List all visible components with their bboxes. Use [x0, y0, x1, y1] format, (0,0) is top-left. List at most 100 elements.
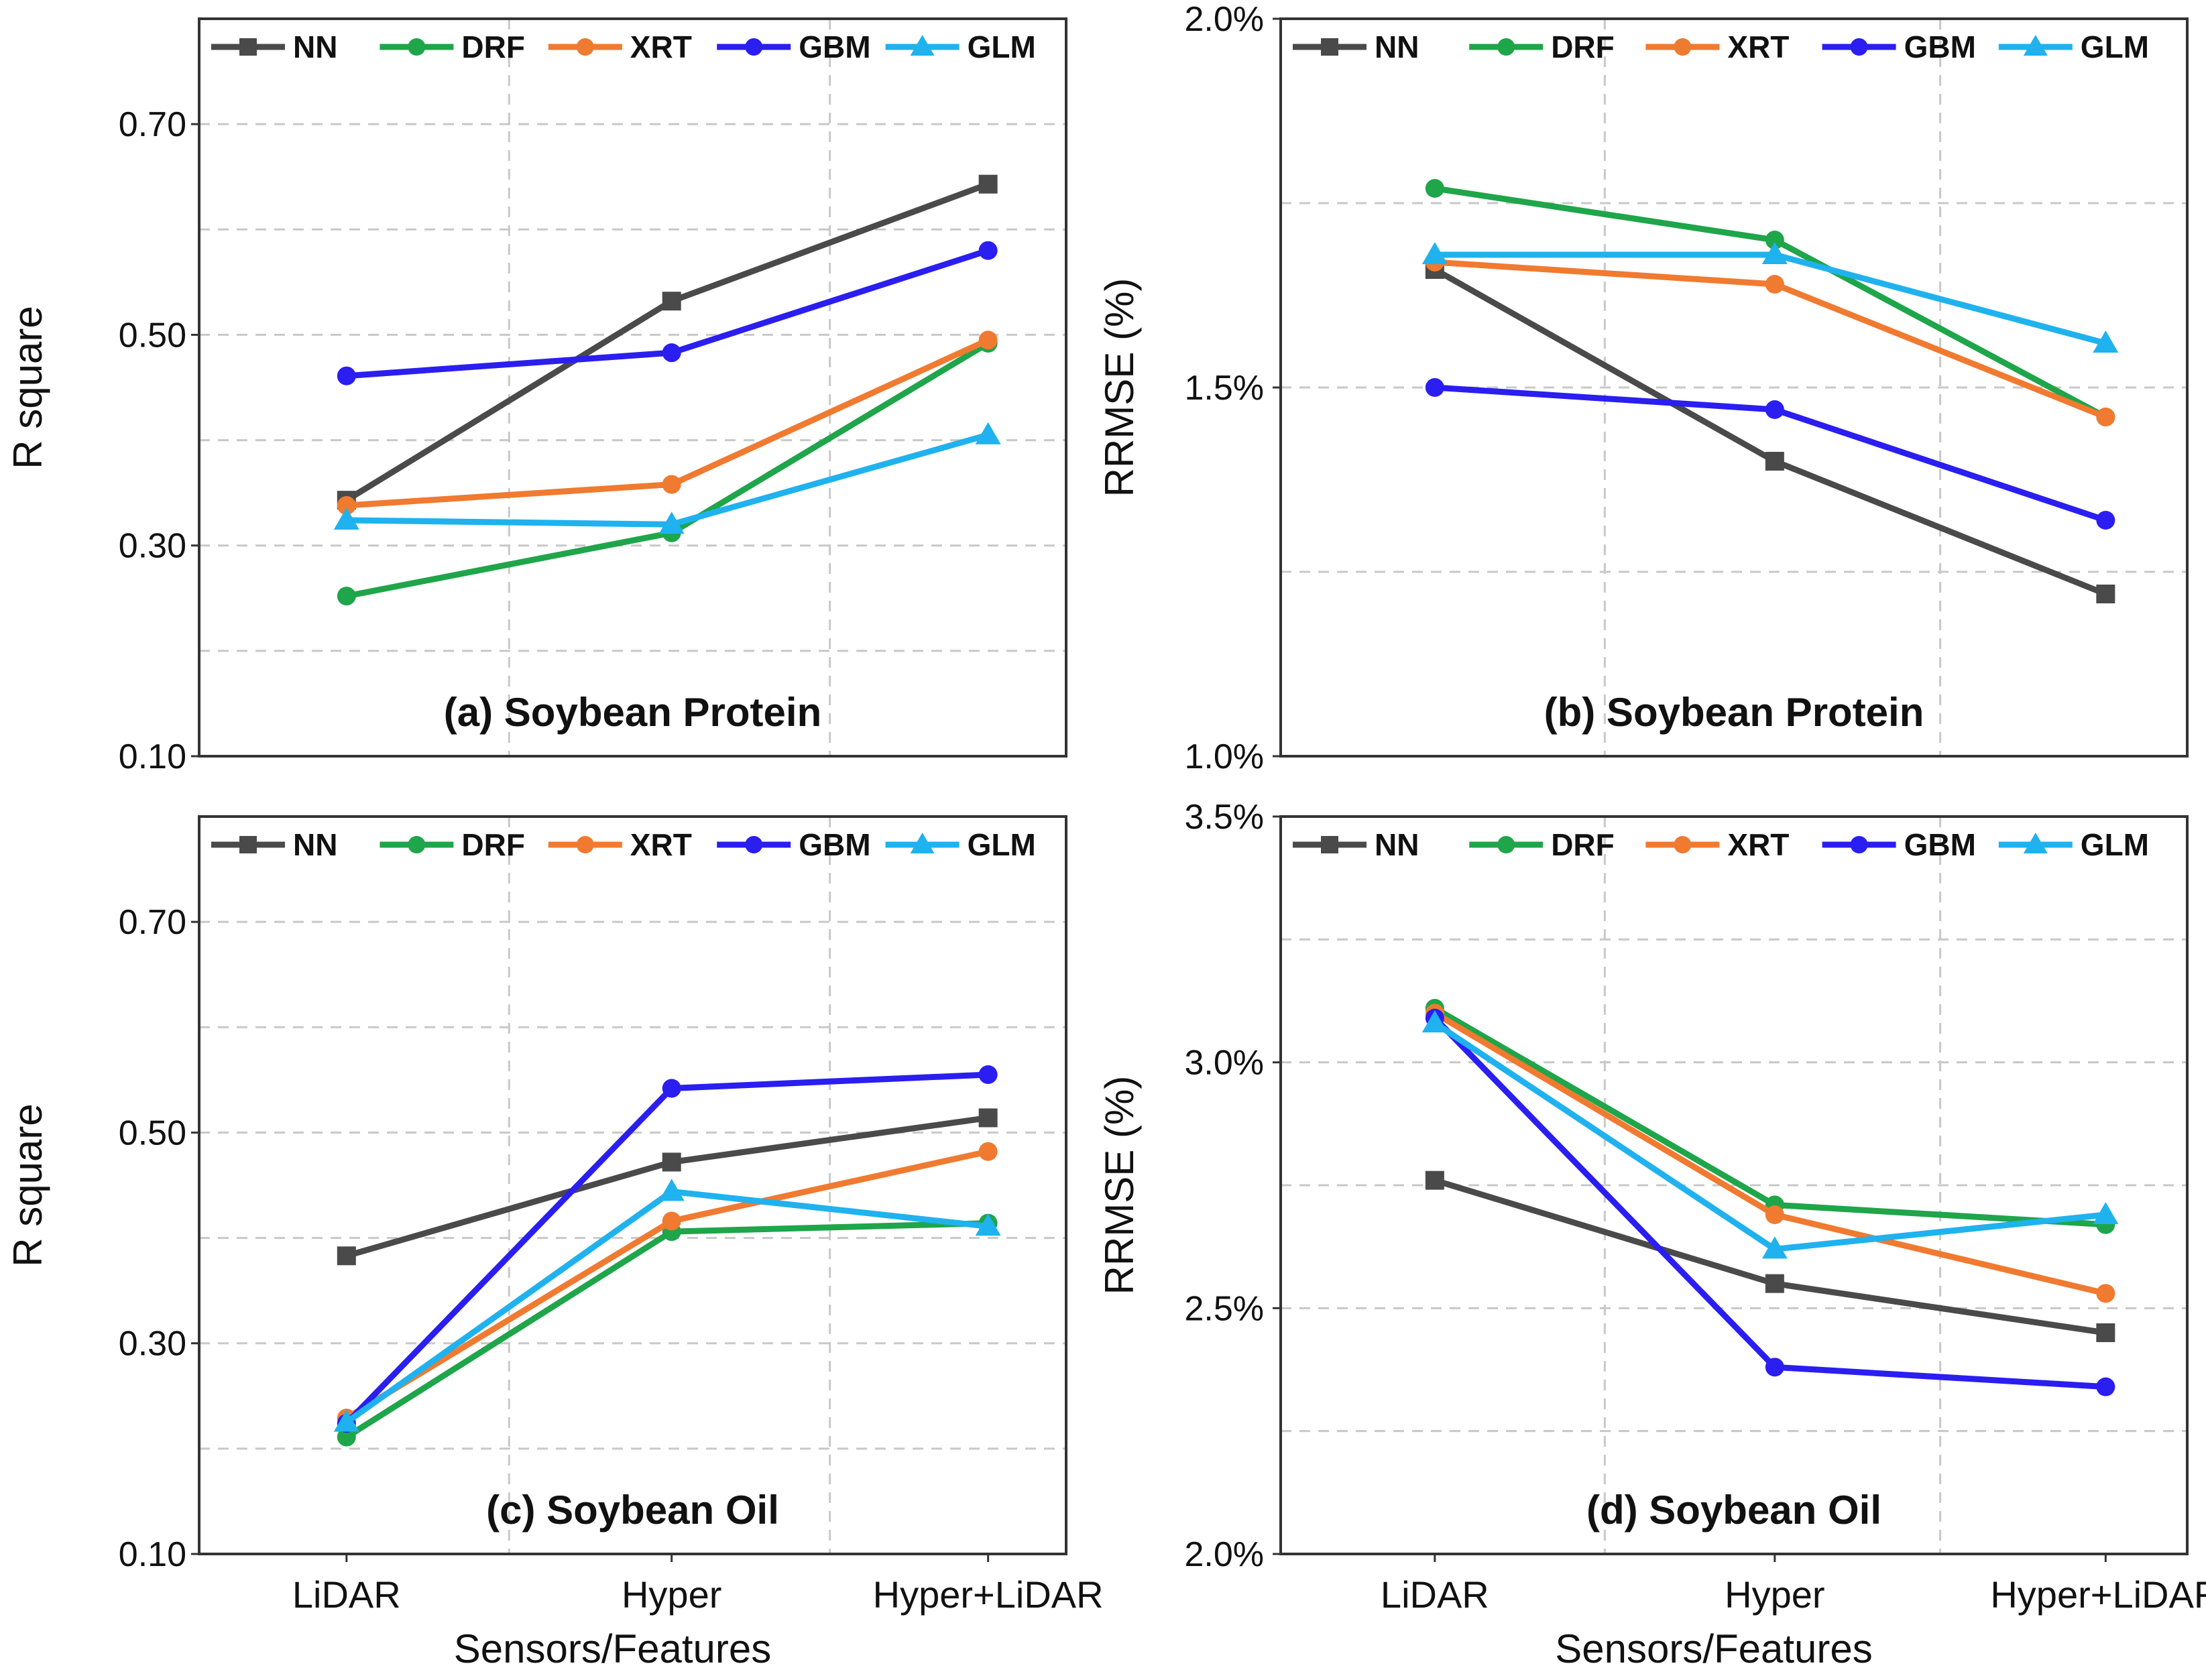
- data-point-nn: [978, 174, 998, 194]
- legend-marker: [239, 836, 257, 853]
- legend-label: DRF: [1551, 827, 1615, 862]
- data-point-xrt: [662, 475, 681, 494]
- data-point-xrt: [978, 1142, 998, 1161]
- data-point-drf: [1765, 231, 1784, 249]
- legend-marker: [1674, 836, 1692, 853]
- legend-label: XRT: [630, 827, 692, 862]
- data-point-nn: [337, 1246, 356, 1266]
- data-point-gbm: [1765, 400, 1784, 419]
- data-point-gbm: [1425, 378, 1444, 397]
- data-point-glm: [1421, 1010, 1448, 1032]
- series-line-drf: [345, 1220, 988, 1440]
- y-tick-label: 0.70: [119, 105, 186, 144]
- data-point-glm: [658, 512, 685, 534]
- y-axis-title: R square: [5, 306, 50, 469]
- legend-label: GBM: [1904, 29, 1976, 64]
- data-point-nn: [2096, 1323, 2115, 1342]
- legend-marker: [1497, 38, 1515, 56]
- legend-label: GBM: [799, 29, 870, 64]
- data-point-drf: [337, 1427, 356, 1447]
- data-point-drf: [1425, 179, 1444, 198]
- y-tick-label: 0.30: [119, 1325, 186, 1364]
- y-tick-label: 0.10: [119, 1535, 186, 1574]
- data-point-glm: [975, 422, 1001, 444]
- legend-marker: [1497, 836, 1515, 853]
- legend-marker: [576, 38, 594, 56]
- data-point-xrt: [1765, 275, 1784, 294]
- legend-label: NN: [1375, 827, 1419, 862]
- data-point-glm: [333, 507, 359, 530]
- legend-marker: [2023, 35, 2048, 56]
- x-axis-title: Sensors/Features: [454, 1626, 772, 1671]
- y-tick-label: 1.5%: [1184, 369, 1264, 408]
- legend-marker: [745, 38, 763, 56]
- x-category-label: Hyper: [1725, 1573, 1824, 1616]
- x-category-label: LiDAR: [1381, 1573, 1489, 1616]
- legend: NN DRF XRT GBM GLM: [1293, 827, 2149, 862]
- data-point-nn: [2096, 585, 2115, 603]
- data-point-xrt: [1765, 1205, 1784, 1224]
- legend-marker: [910, 833, 935, 853]
- y-axis-title: RRMSE (%): [1097, 278, 1142, 497]
- legend-label: XRT: [1727, 29, 1789, 64]
- data-point-xrt: [337, 496, 356, 515]
- legend-label: DRF: [461, 827, 525, 862]
- chart-panel-4: 2.0% 2.5% 3.0% 3.5% RRMSE (%) NN DRF XRT GBM GLM (…: [1097, 798, 2206, 1671]
- y-tick-label: 0.70: [119, 903, 186, 942]
- legend-label: DRF: [461, 29, 525, 64]
- data-point-glm: [2093, 1202, 2119, 1224]
- data-point-glm: [1761, 1236, 1788, 1259]
- legend-label: GBM: [799, 827, 870, 862]
- panel-title: (d) Soybean Oil: [1586, 1488, 1881, 1533]
- data-point-xrt: [2096, 1284, 2115, 1303]
- chart-panel-2: 1.0% 1.5% 2.0% RRMSE (%) NN DRF XRT GBM GLM (b) S…: [1097, 0, 2189, 776]
- chart-panel-3: 0.10 0.30 0.50 0.70 R square NN DRF XRT GBM GLM (c…: [5, 815, 1104, 1671]
- data-point-gbm: [978, 1065, 998, 1084]
- data-point-nn: [662, 292, 681, 311]
- x-category-label: Hyper+LiDAR: [873, 1573, 1104, 1616]
- legend-marker: [408, 836, 426, 853]
- data-point-glm: [333, 1409, 359, 1432]
- data-point-gbm: [337, 366, 356, 385]
- legend-label: DRF: [1551, 29, 1615, 64]
- legend-marker: [910, 35, 935, 56]
- legend-marker: [239, 38, 257, 56]
- legend-marker: [1321, 38, 1338, 56]
- legend-label: XRT: [630, 29, 692, 64]
- y-tick-label: 2.0%: [1184, 0, 1264, 39]
- data-point-drf: [337, 587, 356, 606]
- y-tick-label: 0.10: [119, 737, 186, 776]
- x-category-label: Hyper+LiDAR: [1990, 1573, 2206, 1616]
- legend-marker: [1850, 836, 1868, 853]
- panel-title: (a) Soybean Protein: [444, 690, 821, 735]
- legend-marker: [745, 836, 763, 853]
- data-point-xrt: [662, 1211, 681, 1231]
- data-point-gbm: [662, 343, 681, 363]
- data-point-glm: [2093, 331, 2119, 353]
- legend-label: GLM: [968, 827, 1036, 862]
- legend-marker: [576, 836, 594, 853]
- data-point-nn: [978, 1108, 998, 1128]
- x-category-label: LiDAR: [292, 1573, 401, 1616]
- plot-frame: [198, 17, 1067, 758]
- y-tick-label: 0.50: [119, 316, 186, 355]
- data-point-nn: [1765, 1274, 1784, 1293]
- y-tick-label: 2.0%: [1184, 1535, 1264, 1574]
- series-line-drf: [1433, 1006, 2106, 1228]
- legend-label: NN: [1375, 29, 1419, 64]
- y-axis-title: RRMSE (%): [1097, 1076, 1142, 1295]
- y-tick-label: 0.50: [119, 1114, 186, 1152]
- data-point-gbm: [2096, 511, 2115, 530]
- legend: NN DRF XRT GBM GLM: [211, 29, 1036, 64]
- chart-panel-1: 0.10 0.30 0.50 0.70 R square NN DRF XRT GBM GLM (a…: [5, 17, 1067, 776]
- y-tick-label: 3.5%: [1184, 798, 1264, 837]
- y-tick-label: 0.30: [119, 527, 186, 566]
- data-point-nn: [662, 1152, 681, 1172]
- y-axis-title: R square: [5, 1103, 50, 1266]
- legend-label: NN: [293, 827, 337, 862]
- data-point-glm: [1761, 242, 1788, 264]
- data-point-glm: [975, 1213, 1001, 1236]
- x-axis-title: Sensors/Features: [1555, 1626, 1873, 1671]
- series-line-drf: [1434, 185, 2107, 420]
